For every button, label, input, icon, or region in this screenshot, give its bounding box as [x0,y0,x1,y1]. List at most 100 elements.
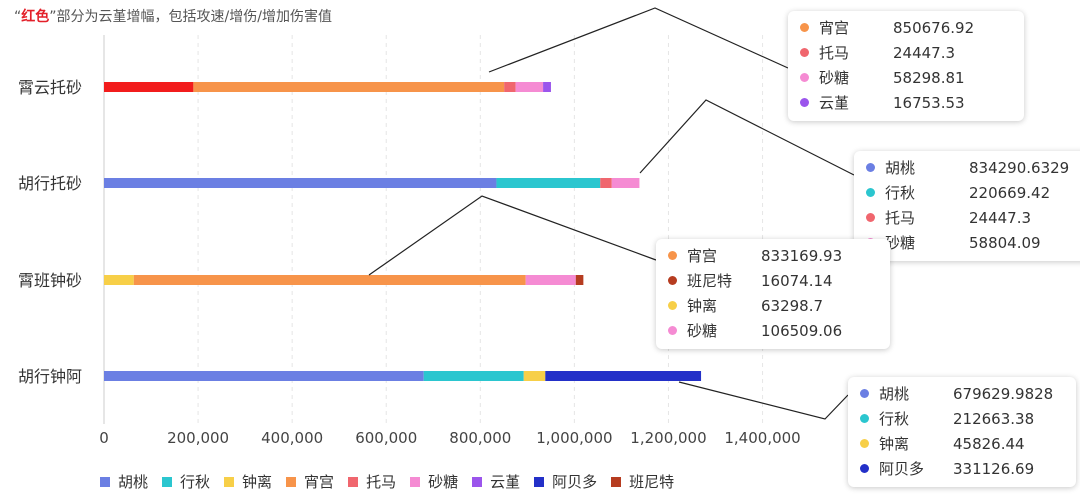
legend-item[interactable]: 行秋 [162,471,210,492]
series-dot-icon [668,276,677,285]
legend-swatch-icon [348,476,359,487]
annotation-leader-line [488,7,789,73]
legend-item[interactable]: 胡桃 [100,471,148,492]
annotation-leader-line [368,195,657,276]
annotation-value: 16753.53 [893,93,965,112]
series-dot-icon [668,301,677,310]
annotation-series-name: 胡桃 [885,159,916,177]
subtitle-text: 部分为云堇增幅，包括攻速/增伤/增加伤害值 [56,9,332,25]
annotation-value: 679629.9828 [953,384,1054,403]
annotation-series-name: 钟离 [687,297,718,315]
x-tick-label: 600,000 [355,429,417,447]
bar-segment [496,178,601,188]
series-dot-icon [800,48,809,57]
y-category-label: 胡行托砂 [18,174,82,193]
legend-swatch-icon [534,476,545,487]
annotation-series-name: 砂糖 [687,322,718,340]
bar-segment [104,178,497,188]
legend-label: 托马 [366,473,397,491]
bar-segment [600,178,612,188]
y-category-label: 胡行钟阿 [18,367,82,386]
legend-swatch-icon [410,476,421,487]
legend-item[interactable]: 阿贝多 [534,471,597,492]
annotation-value: 63298.7 [761,296,824,315]
legend-item[interactable]: 托马 [348,471,396,492]
legend-swatch-icon [162,476,173,487]
bar-segment [545,371,702,381]
annotation-series-name: 行秋 [885,184,916,202]
legend-label: 胡桃 [118,473,149,491]
annotation-row: 宵宫 850676.92 [800,15,1014,40]
annotation-row: 阿贝多 331126.69 [860,456,1066,481]
legend-item[interactable]: 班尼特 [611,471,674,492]
annotation-series-name: 行秋 [879,410,910,428]
legend-item[interactable]: 砂糖 [410,471,458,492]
chart-subtitle: “红色”部分为云堇增幅，包括攻速/增伤/增加伤害值 [14,6,332,26]
annotation-series-name: 砂糖 [885,234,916,252]
annotation-value: 850676.92 [893,18,975,37]
annotation-row: 托马 24447.3 [800,40,1014,65]
y-category-label: 霄班钟砂 [18,271,82,290]
legend-label: 班尼特 [629,473,675,491]
series-dot-icon [860,389,869,398]
legend-label: 行秋 [180,473,211,491]
annotation-row: 行秋 212663.38 [860,406,1066,431]
annotation-row: 班尼特 16074.14 [668,268,880,293]
annotation-value: 58804.09 [969,233,1041,252]
x-tick-label: 1,000,000 [536,429,612,447]
annotation-series-name: 班尼特 [687,272,733,290]
annotation-value: 212663.38 [953,409,1035,428]
annotation-row: 宵宫 833169.93 [668,243,880,268]
series-dot-icon [866,188,875,197]
series-dot-icon [866,213,875,222]
y-category-label: 霄云托砂 [18,78,82,97]
annotation-value: 833169.93 [761,246,843,265]
legend-label: 砂糖 [428,473,459,491]
x-tick-label: 800,000 [449,429,511,447]
legend-swatch-icon [286,476,297,487]
bar-segment [575,275,584,285]
legend-swatch-icon [472,476,483,487]
annotation-row: 云堇 16753.53 [800,90,1014,115]
annotation-value: 58298.81 [893,68,965,87]
series-dot-icon [800,23,809,32]
bar-segment [611,178,640,188]
series-dot-icon [860,464,869,473]
annotation-series-name: 胡桃 [879,385,910,403]
x-tick-label: 200,000 [167,429,229,447]
legend-item[interactable]: 宵宫 [286,471,334,492]
x-tick-label: 0 [99,429,109,447]
annotation-row: 钟离 45826.44 [860,431,1066,456]
annotation-series-name: 宵宫 [687,247,718,265]
legend-item[interactable]: 钟离 [224,471,272,492]
annotation-row: 托马 24447.3 [866,205,1080,230]
annotation-leader-line [639,99,855,176]
subtitle-quote-open: “ [14,9,22,25]
annotation-value: 24447.3 [969,208,1032,227]
legend-item[interactable]: 云堇 [472,471,520,492]
bar-segment [193,82,505,92]
series-dot-icon [866,163,875,172]
annotation-box: 胡桃 679629.9828 行秋 212663.38 钟离 45826.44 阿贝多 331… [848,377,1076,487]
annotation-box: 宵宫 850676.92 托马 24447.3 砂糖 58298.81 云堇 16753.53 [788,11,1024,121]
annotation-box: 胡桃 834290.6329 行秋 220669.42 托马 24447.3 砂糖 58804… [854,151,1080,261]
series-dot-icon [668,251,677,260]
annotation-series-name: 砂糖 [819,69,850,87]
annotation-series-name: 云堇 [819,94,850,112]
legend-swatch-icon [224,476,235,487]
subtitle-quote-close: ” [49,9,57,25]
series-dot-icon [860,414,869,423]
annotation-series-name: 托马 [885,209,916,227]
bar-segment [104,275,134,285]
bar-segment [104,371,424,381]
annotation-value: 106509.06 [761,321,843,340]
series-dot-icon [800,73,809,82]
annotation-series-name: 宵宫 [819,19,850,37]
annotation-row: 砂糖 58298.81 [800,65,1014,90]
legend-label: 云堇 [490,473,521,491]
annotation-value: 331126.69 [953,459,1035,478]
x-tick-label: 1,200,000 [630,429,706,447]
annotation-row: 砂糖 58804.09 [866,230,1080,255]
series-dot-icon [800,98,809,107]
